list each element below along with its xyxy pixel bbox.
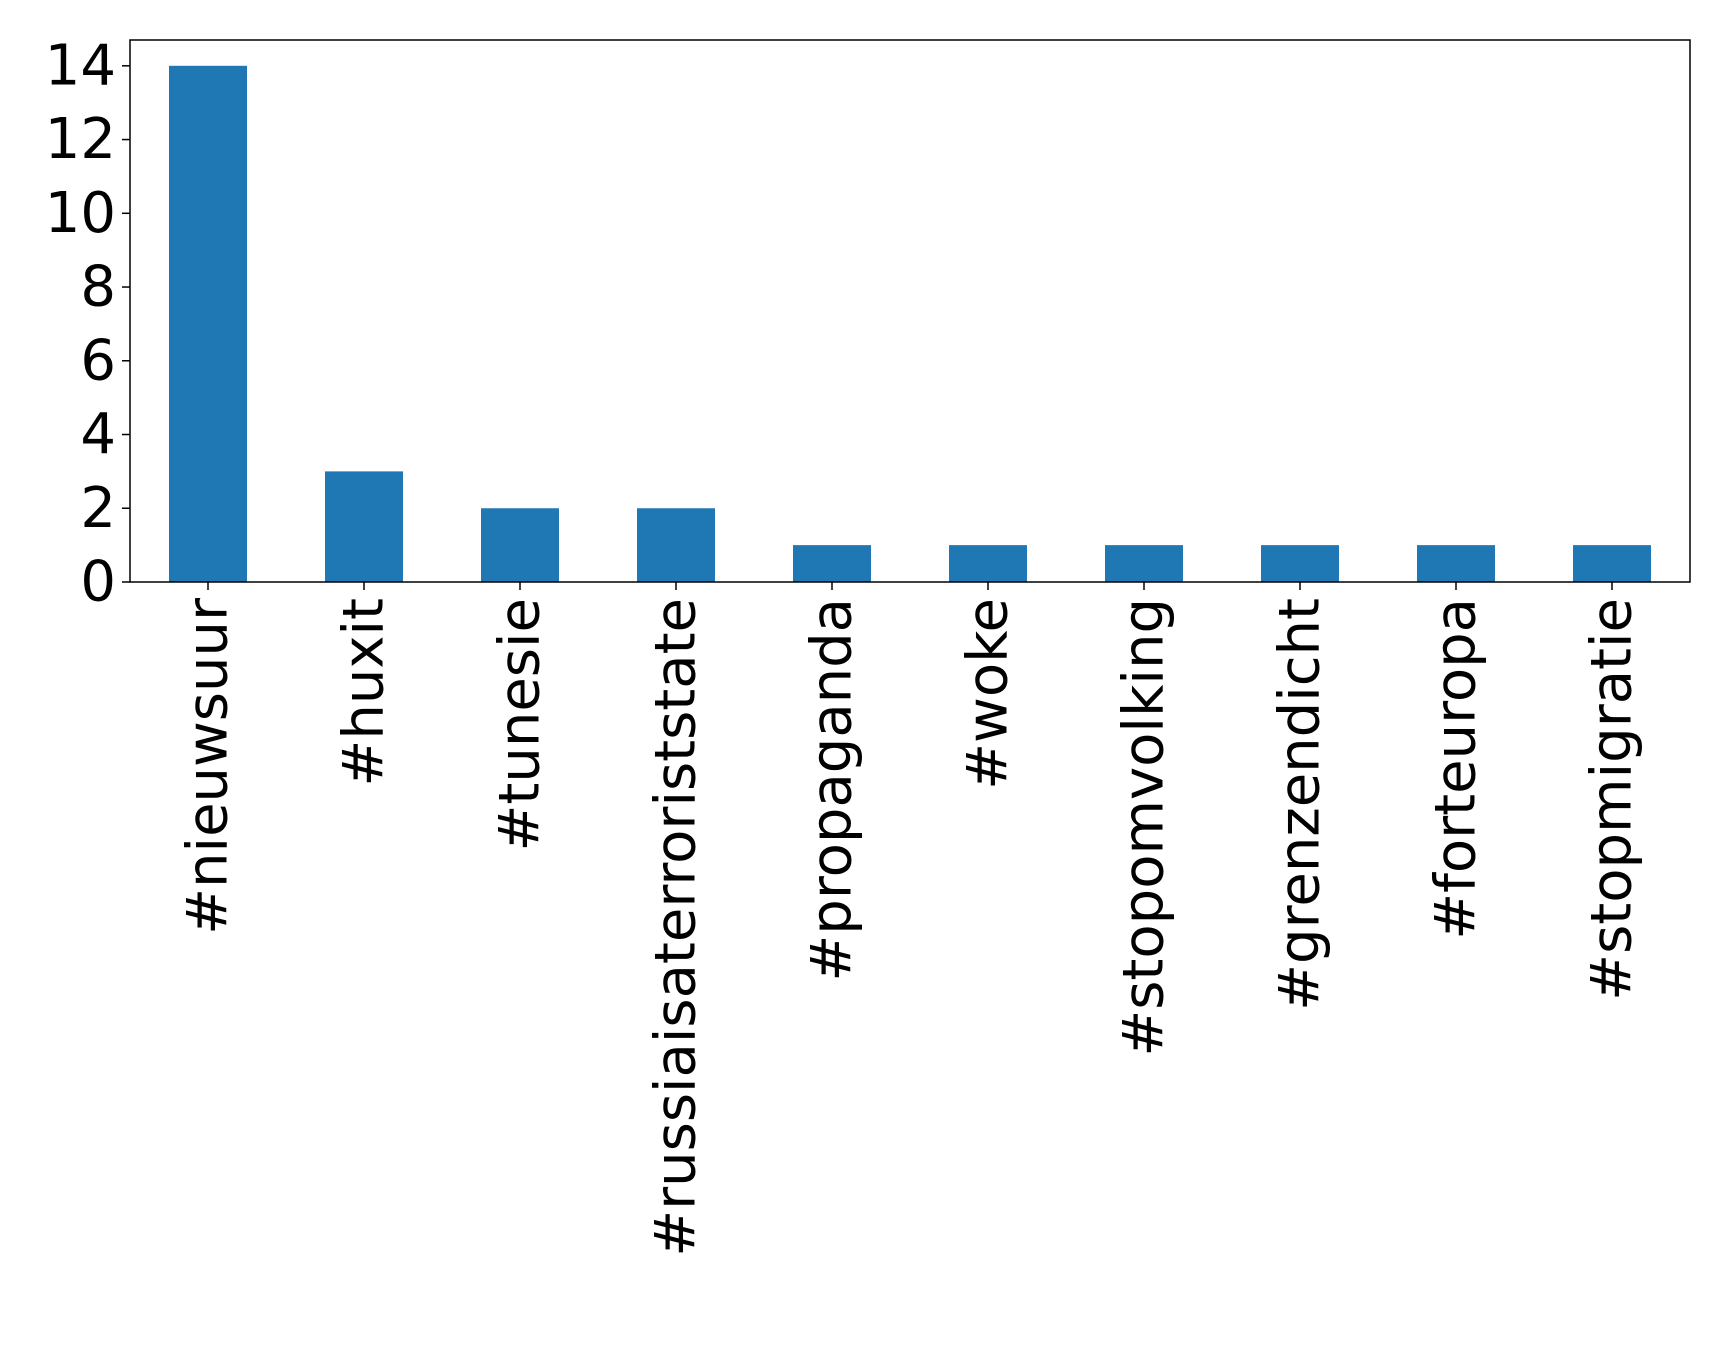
x-tick-label: #russiaisaterroriststate [644,598,709,1257]
x-axis: #nieuwsuur #huxit #tunesie #russiaisaterror… [176,582,1645,1257]
x-tick-label: #tunesie [488,598,553,852]
y-tick-label: 4 [80,402,116,467]
x-tick-label: #woke [956,598,1021,790]
y-axis: 0 2 4 6 8 10 12 14 [45,33,130,615]
bar [949,545,1027,582]
y-tick-label: 0 [80,550,116,615]
bar [1573,545,1651,582]
x-tick-label: #grenzendicht [1268,598,1333,1011]
x-tick-label: #stopomvolking [1112,598,1177,1057]
bar [793,545,871,582]
y-tick-label: 10 [45,181,116,246]
plot-frame [129,39,1691,583]
x-tick-label: #propaganda [800,598,865,982]
x-tick-label: #huxit [332,598,397,787]
bar [1417,545,1495,582]
bar [481,508,559,582]
y-tick-label: 12 [45,107,116,172]
bars-layer [169,65,1651,583]
y-tick-label: 14 [45,33,116,98]
bar [637,508,715,582]
y-tick-label: 8 [80,255,116,320]
y-tick-label: 2 [80,476,116,541]
y-tick-label: 6 [80,328,116,393]
x-tick-label: #stopmigratie [1580,598,1645,1001]
bar [325,471,403,582]
x-tick-label: #forteuropa [1424,598,1489,940]
bar [1261,545,1339,582]
bar [1105,545,1183,582]
bar [169,65,247,583]
x-tick-label: #nieuwsuur [176,597,241,935]
